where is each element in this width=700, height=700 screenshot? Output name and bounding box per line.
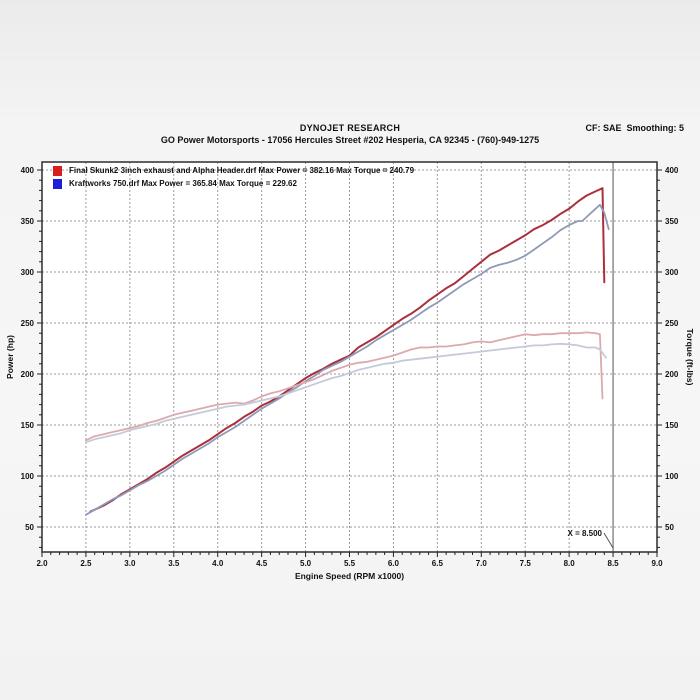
cursor-x-value: X = 8.500 <box>568 529 603 538</box>
legend-item-run1: Final Skunk2 3inch exhaust and Alpha Hea… <box>53 164 414 177</box>
x-axis-label: 8.5 <box>608 559 620 568</box>
legend-label-run1: Final Skunk2 3inch exhaust and Alpha Hea… <box>69 166 415 175</box>
legend-label-run2: Kraftworks 750.drf Max Power = 365.84 Ma… <box>69 179 297 188</box>
series-line-0 <box>89 187 606 513</box>
y-axis-label-left: 200 <box>21 370 35 379</box>
x-axis-label: 6.0 <box>388 559 400 568</box>
y-axis-label-left: 100 <box>21 472 35 481</box>
chart-legend: Final Skunk2 3inch exhaust and Alpha Hea… <box>53 164 414 190</box>
correction-smoothing-info: CF: SAE Smoothing: 5 <box>585 123 685 133</box>
y-axis-label-left: 300 <box>21 268 35 277</box>
x-axis-label: 3.0 <box>124 559 136 568</box>
legend-swatch-red <box>53 165 62 176</box>
series-line-2 <box>85 331 604 442</box>
y-axis-label-left: 250 <box>21 319 35 328</box>
legend-swatch-blue <box>53 178 62 189</box>
y-axis-label-right: 50 <box>665 523 674 532</box>
y-axis-label-right: 300 <box>665 268 679 277</box>
x-axis-label: 7.5 <box>520 559 532 568</box>
series-line-3 <box>85 342 607 444</box>
series-line-1 <box>85 203 610 516</box>
shop-address: GO Power Motorsports - 17056 Hercules St… <box>160 135 540 145</box>
x-axis-label: 4.0 <box>212 559 224 568</box>
x-axis-label: 5.0 <box>300 559 312 568</box>
x-axis-label: 8.0 <box>564 559 576 568</box>
x-axis-label: 2.0 <box>36 559 48 568</box>
x-axis-label: 6.5 <box>432 559 444 568</box>
y-axis-label-right: 100 <box>665 472 679 481</box>
x-axis-label: 5.5 <box>344 559 356 568</box>
y-axis-label-left: 350 <box>21 217 35 226</box>
y-axis-label-right: 400 <box>665 166 679 175</box>
dyno-chart: 400 400 350 350 300 300 250 250 200 200 150 150 100 1… <box>5 161 695 581</box>
power-axis-title: Power (hp) <box>5 335 15 379</box>
x-axis-label: 3.5 <box>168 559 180 568</box>
legend-item-run2: Kraftworks 750.drf Max Power = 365.84 Ma… <box>53 177 414 190</box>
y-axis-label-left: 150 <box>21 421 35 430</box>
report-title: DYNOJET RESEARCH <box>299 123 401 133</box>
y-axis-label-left: 50 <box>25 523 34 532</box>
y-axis-label-right: 150 <box>665 421 679 430</box>
cursor-callout-line <box>603 532 614 549</box>
y-axis-label-right: 250 <box>665 319 679 328</box>
x-axis-label: 7.0 <box>476 559 488 568</box>
torque-axis-title: Torque (ft-lbs) <box>685 329 695 386</box>
y-axis-label-right: 350 <box>665 217 679 226</box>
y-axis-label-left: 400 <box>21 166 35 175</box>
x-axis-label: 9.0 <box>651 559 663 568</box>
y-axis-label-right: 200 <box>665 370 679 379</box>
engine-speed-axis-title: Engine Speed (RPM x1000) <box>295 571 404 581</box>
x-axis-label: 2.5 <box>80 559 92 568</box>
x-axis-label: 4.5 <box>256 559 268 568</box>
